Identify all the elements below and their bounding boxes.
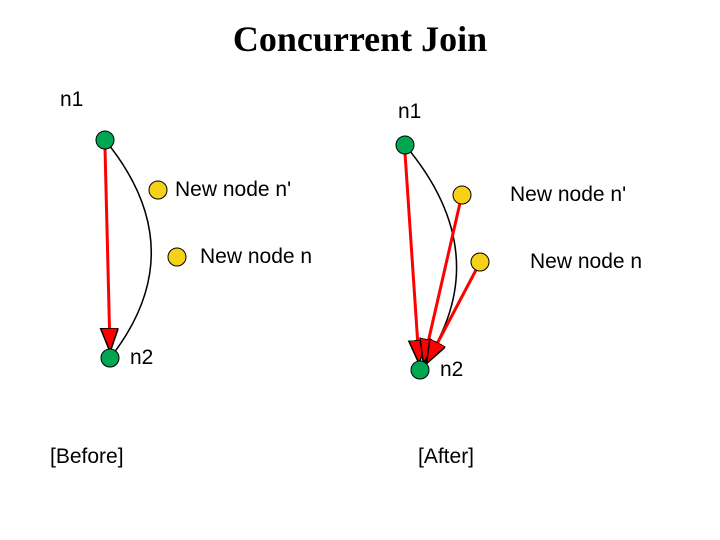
node-n2-right: [411, 361, 429, 379]
node-n2-left: [101, 349, 119, 367]
label-n-left: New node n: [200, 245, 312, 269]
edge-n1-n2-right: [405, 153, 419, 361]
label-nprime-right: New node n': [510, 183, 626, 207]
node-n-left: [168, 248, 186, 266]
label-n1-left: n1: [60, 88, 83, 112]
label-n2-left: n2: [130, 346, 153, 370]
node-nprime-left: [149, 181, 167, 199]
label-nprime-left: New node n': [175, 178, 291, 202]
node-n-right: [471, 253, 489, 271]
node-nprime-right: [453, 186, 471, 204]
node-n1-right: [396, 136, 414, 154]
label-n1-right: n1: [398, 100, 421, 124]
caption-after: [After]: [418, 445, 474, 469]
label-n-right: New node n: [530, 250, 642, 274]
label-n2-right: n2: [440, 358, 463, 382]
node-n1-left: [96, 131, 114, 149]
edge-n1-n2-left: [105, 148, 110, 349]
arc-left: [105, 140, 151, 358]
caption-before: [Before]: [50, 445, 124, 469]
